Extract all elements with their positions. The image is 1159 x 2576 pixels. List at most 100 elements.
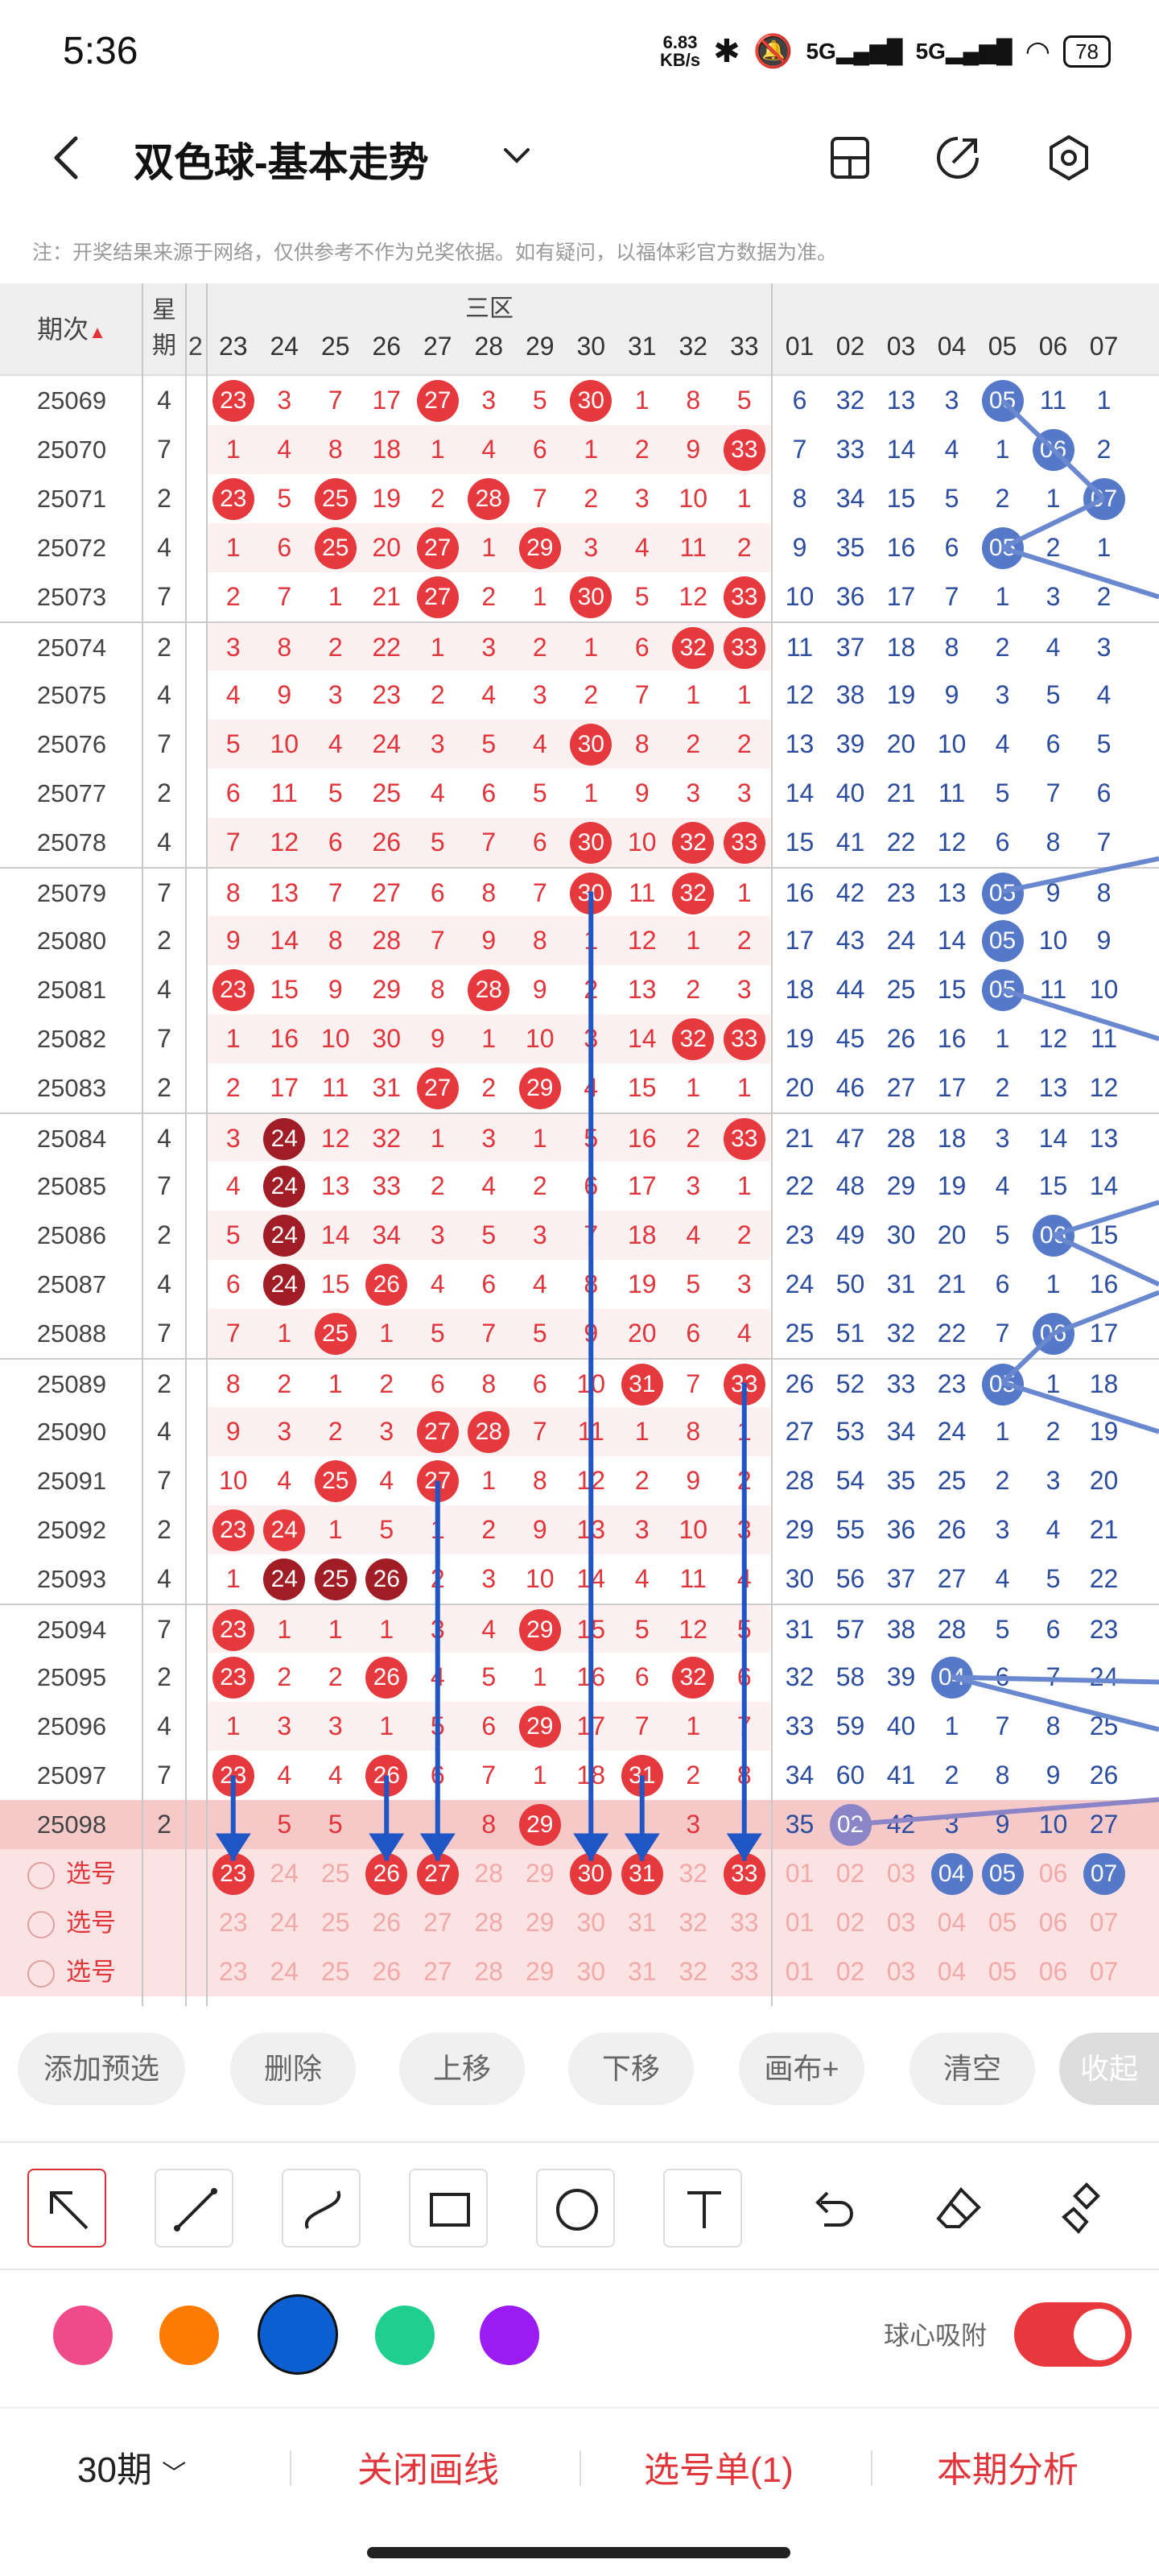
blue-number-cell: 32 [886,1319,916,1348]
table-row: 25075 4 4 9 3 23 2 4 3 2 7 1 1 12 38 19 9 3 5 4 [0,671,1159,720]
radio-circle-icon[interactable] [27,1959,55,1988]
blue-number-cell: 24 [937,1417,967,1446]
pick-row-label[interactable]: 选号 [0,1947,143,1996]
pick-list-button[interactable]: 选号单(1) [644,2450,794,2490]
blue-number-cell: 10 [1089,975,1119,1004]
number-ball: 33 [723,1853,765,1896]
pick-red-number: 27 [423,1908,452,1937]
week-cell: 4 [157,680,171,709]
red-number-cell: 1 [430,1515,445,1544]
blue-number-cell: 16 [886,533,916,562]
close-lines-button[interactable]: 关闭画线 [357,2450,499,2490]
red-number-cell: 23 [208,1653,259,1702]
blue-number-cell: 35 [785,1810,815,1839]
blue-number-cell: 3 [944,386,959,415]
red-number-cell: 9 [634,778,650,807]
table-row: 25088 7 7 1 25 1 5 7 5 9 20 6 4 25 51 32 22 7 06 17 [0,1309,1159,1358]
number-ball: 06 [1032,1215,1074,1257]
col-week-header: 星期 [152,297,176,359]
period-count-select[interactable]: 30期 ﹀ [77,2441,186,2492]
move-down-button[interactable]: 下移 [568,2033,694,2105]
blue-number-cell: 1 [995,1024,1010,1053]
circle-tool[interactable] [536,2169,615,2248]
line-tool[interactable] [155,2169,233,2248]
red-number-cell: 1 [379,1319,394,1348]
add-preselect-button[interactable]: 添加预选 [18,2033,185,2105]
clear-button[interactable]: 清空 [909,2033,1035,2105]
blue-number-cell: 38 [835,680,865,709]
blue-number-cell: 43 [835,926,865,955]
red-number-cell: 3 [277,1417,292,1446]
blue-number-cell: 17 [785,926,815,955]
split-view-icon[interactable] [824,132,876,184]
blue-number-cell: 40 [886,1711,916,1740]
red-number-cell: 2 [430,484,445,513]
color-swatch-pink[interactable] [53,2306,113,2365]
move-up-button[interactable]: 上移 [399,2033,525,2105]
pick-blue-number: 05 [988,1957,1017,1986]
undo-tool[interactable] [790,2169,869,2248]
blue-number-cell: 4 [995,729,1010,758]
blue-number-cell: 17 [886,582,916,611]
red-number-cell: 9 [532,975,547,1004]
red-number-cell: 23 [208,1605,259,1654]
text-tool[interactable] [663,2169,742,2248]
color-swatch-orange[interactable] [159,2306,219,2365]
color-swatch-green[interactable] [375,2306,435,2365]
red-number-cell: 10 [218,1466,248,1495]
color-swatch-purple[interactable] [480,2306,539,2365]
red-number-cell: 6 [532,435,547,464]
blue-number-cell: 10 [1038,926,1068,955]
red-number-cell: 4 [481,680,497,709]
settings-icon[interactable] [1043,132,1095,184]
share-icon[interactable] [932,132,984,184]
curve-tool[interactable] [282,2169,361,2248]
blue-number-cell: 15 [785,828,815,857]
red-number-cell: 1 [584,778,599,807]
canvas-plus-button[interactable]: 画布+ [739,2033,864,2105]
magnet-toggle[interactable] [1014,2302,1132,2367]
pick-row[interactable]: 选号 23 24 25 26 27 28 29 30 31 32 33 01 02 03 04 05 06 07 [0,1898,1159,1947]
clear-all-tool[interactable] [1045,2169,1124,2248]
blue-number-cell: 35 [835,533,865,562]
eraser-tool[interactable] [918,2169,996,2248]
number-ball: 23 [212,380,254,423]
pick-blue-number: 04 [926,1849,977,1898]
collapse-button[interactable]: 收起 [1059,2033,1159,2105]
blue-number-cell: 5 [995,1615,1010,1644]
red-number-cell: 1 [532,1662,547,1691]
blue-number-cell: 6 [792,386,807,415]
pick-row[interactable]: 选号 23 24 25 26 27 28 29 30 31 32 33 01 02 03 04 05 06 07 [0,1849,1159,1898]
period-cell: 25091 [36,1467,107,1495]
back-arrow-icon[interactable] [50,134,82,182]
pick-red-number: 33 [719,1849,770,1898]
pick-red-number: 26 [372,1957,402,1986]
red-number-cell: 3 [379,1417,394,1446]
blue-number-cell: 19 [785,1024,815,1053]
col-period-header[interactable]: 期次▲ [0,283,143,376]
red-number-cell: 13 [576,1515,606,1544]
period-cell: 25076 [36,730,107,758]
pick-row-label[interactable]: 选号 [0,1898,143,1947]
red-number-cell: 7 [686,1369,701,1398]
color-swatch-blue-selected[interactable] [258,2294,338,2375]
red-number-cell: 15 [627,1073,657,1102]
red-number-cell: 5 [430,828,445,857]
red-number-cell: 2 [430,1564,445,1593]
red-number-cell: 12 [320,1124,350,1153]
pick-row[interactable]: 选号 23 24 25 26 27 28 29 30 31 32 33 01 02 03 04 05 06 07 [0,1947,1159,1996]
rectangle-tool[interactable] [409,2169,488,2248]
week-cell: 4 [157,1269,171,1298]
select-arrow-tool[interactable] [27,2169,106,2248]
blue-col-header: 02 [835,332,865,361]
radio-circle-icon[interactable] [27,1910,55,1938]
pick-red-number: 25 [320,1957,350,1986]
radio-circle-icon[interactable] [27,1861,55,1889]
page-title[interactable]: 双色球-基本走势 [134,140,429,185]
delete-button[interactable]: 删除 [230,2033,356,2105]
pick-row-label[interactable]: 选号 [0,1849,143,1898]
period-analysis-button[interactable]: 本期分析 [937,2450,1079,2490]
chevron-down-icon[interactable] [499,140,534,172]
col-period-label: 期次 [37,315,89,344]
blue-number-cell: 10 [1038,1810,1068,1839]
